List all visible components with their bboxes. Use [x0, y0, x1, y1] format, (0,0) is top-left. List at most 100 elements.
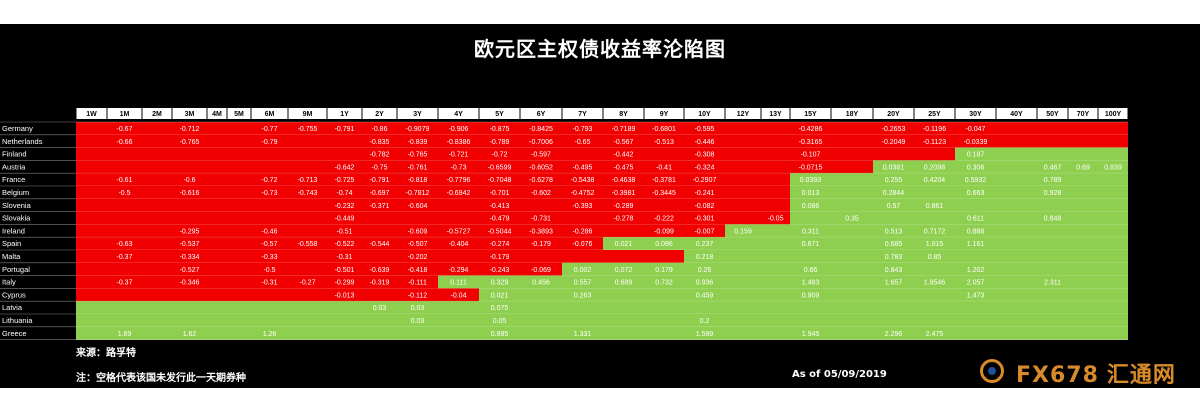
heatmap-cell — [1037, 262, 1068, 276]
heatmap-cell — [831, 275, 873, 289]
column-header-cell — [914, 108, 955, 119]
cell-value: 0.513 — [885, 228, 903, 235]
heatmap-cell — [520, 147, 562, 161]
heatmap-cell — [327, 198, 362, 212]
cell-value: -0.79 — [262, 139, 278, 146]
heatmap-cell — [251, 326, 288, 340]
heatmap-cell — [520, 186, 562, 200]
cell-value: -0.495 — [573, 164, 593, 171]
heatmap-cell — [790, 314, 831, 328]
heatmap-cell — [520, 237, 562, 251]
heatmap-cell — [327, 237, 362, 251]
heatmap-cell — [684, 314, 725, 328]
heatmap-cell — [288, 186, 327, 200]
cell-value: -0.3165 — [799, 139, 823, 146]
heatmap-cell — [142, 314, 172, 328]
heatmap-cell — [562, 262, 603, 276]
cell-value: -0.6801 — [652, 126, 676, 133]
cell-value: 0.306 — [967, 164, 985, 171]
column-header-label: 15Y — [804, 111, 817, 118]
column-header-label: 1Y — [340, 111, 349, 118]
heatmap-cell — [397, 198, 438, 212]
heatmap-cell — [644, 211, 684, 225]
heatmap-cell — [1037, 250, 1068, 264]
heatmap-cell — [207, 134, 227, 148]
heatmap-cell — [955, 301, 996, 315]
heatmap-cell — [831, 160, 873, 174]
heatmap-cell — [288, 301, 327, 315]
cell-value: 0.5932 — [965, 177, 987, 184]
column-header-cell — [288, 108, 327, 119]
heatmap-cell — [725, 134, 761, 148]
heatmap-cell — [520, 250, 562, 264]
heatmap-cell — [76, 326, 107, 340]
cell-value: -0.835 — [370, 139, 390, 146]
cell-value: -0.46 — [262, 228, 278, 235]
heatmap-cell — [725, 275, 761, 289]
heatmap-cell — [1098, 224, 1128, 238]
cell-value: -0.791 — [370, 177, 390, 184]
heatmap-cell — [873, 301, 914, 315]
heatmap-cell — [1037, 237, 1068, 251]
heatmap-cell — [251, 122, 288, 136]
cell-value: -0.75 — [372, 164, 388, 171]
heatmap-cell — [873, 147, 914, 161]
cell-value: 2.296 — [885, 331, 903, 338]
cell-value: -0.413 — [490, 203, 510, 210]
cell-value: -0.73 — [451, 164, 467, 171]
heatmap-cell — [172, 262, 207, 276]
heatmap-cell — [288, 288, 327, 302]
heatmap-cell — [873, 237, 914, 251]
heatmap-cell — [873, 160, 914, 174]
heatmap-cell — [562, 314, 603, 328]
cell-value: 2.475 — [926, 331, 944, 338]
column-header-cell — [955, 108, 996, 119]
column-header-label: 3M — [185, 111, 195, 118]
heatmap-cell — [520, 262, 562, 276]
cell-value: -0.404 — [449, 241, 469, 248]
cell-value: 0.4204 — [924, 177, 946, 184]
cell-value: -0.5 — [118, 190, 130, 197]
cell-value: -0.558 — [298, 241, 318, 248]
heatmap-cell — [207, 288, 227, 302]
heatmap-cell — [914, 198, 955, 212]
cell-value: 1.331 — [574, 331, 592, 338]
heatmap-cell — [438, 147, 479, 161]
cell-value: -0.765 — [180, 139, 200, 146]
heatmap-cell — [955, 224, 996, 238]
heatmap-cell — [397, 147, 438, 161]
heatmap-cell — [397, 122, 438, 136]
heatmap-cell — [831, 186, 873, 200]
column-header-cell — [996, 108, 1037, 119]
cell-value: -0.5 — [263, 267, 275, 274]
heatmap-cell — [603, 211, 644, 225]
heatmap-cell — [227, 250, 251, 264]
cell-value: -0.72 — [262, 177, 278, 184]
heatmap-cell — [397, 237, 438, 251]
heatmap-cell — [684, 211, 725, 225]
heatmap-cell — [562, 250, 603, 264]
row-label: Slovakia — [2, 214, 31, 223]
heatmap-cell — [761, 147, 790, 161]
heatmap-cell — [1037, 288, 1068, 302]
cell-value: -0.05 — [768, 216, 784, 223]
heatmap-cell — [790, 147, 831, 161]
cell-value: -0.701 — [490, 190, 510, 197]
cell-value: 1.015 — [926, 241, 944, 248]
cell-value: -0.789 — [490, 139, 510, 146]
heatmap-cell — [1098, 262, 1128, 276]
cell-value: -0.2049 — [882, 139, 906, 146]
heatmap-cell — [644, 186, 684, 200]
heatmap-cell — [562, 147, 603, 161]
heatmap-cell — [207, 262, 227, 276]
heatmap-cell — [438, 211, 479, 225]
cell-value: 0.85 — [928, 254, 942, 261]
cell-value: 0.671 — [802, 241, 820, 248]
heatmap-cell — [142, 237, 172, 251]
heatmap-cell — [955, 147, 996, 161]
cell-value: -0.27 — [300, 280, 316, 287]
cell-value: -0.274 — [490, 241, 510, 248]
heatmap-cell — [603, 147, 644, 161]
heatmap-cell — [142, 147, 172, 161]
heatmap-cell — [955, 160, 996, 174]
